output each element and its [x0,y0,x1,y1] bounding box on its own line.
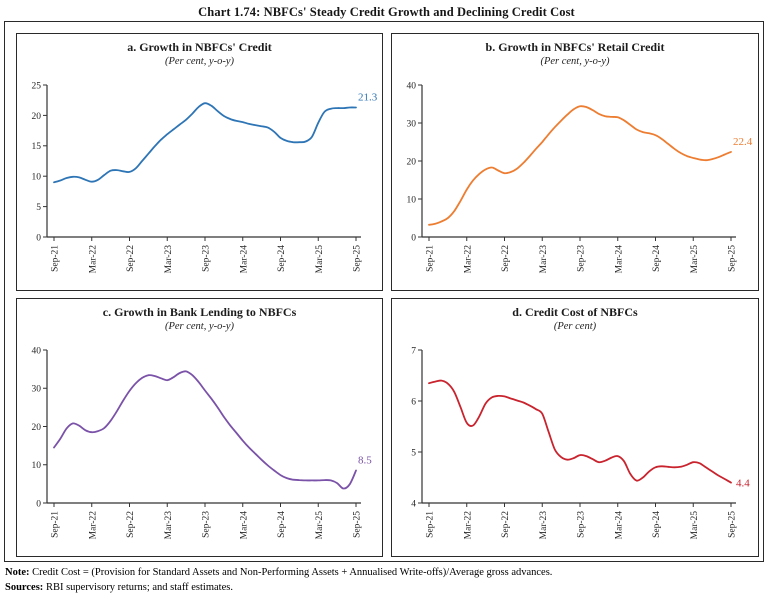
svg-text:0: 0 [36,499,41,509]
sources-text: RBI supervisory returns; and staff estim… [43,582,233,593]
panel-title: c. Growth in Bank Lending to NBFCs [102,305,297,319]
svg-text:Mar-23: Mar-23 [539,245,549,274]
panel-subtitle: (Per cent) [553,321,597,332]
svg-text:8.5: 8.5 [358,454,372,466]
svg-text:Mar-24: Mar-24 [614,511,624,540]
svg-text:Mar-25: Mar-25 [690,245,700,274]
svg-text:Sep-21: Sep-21 [50,511,60,538]
panel-subtitle: (Per cent, y-o-y) [164,56,235,67]
svg-text:4: 4 [411,499,416,509]
svg-text:4.4: 4.4 [736,478,750,490]
svg-text:Sep-23: Sep-23 [577,245,587,272]
line-chart-retail-credit: 0 10 20 30 40 Sep-21 Mar-22 Sep-22 Mar-23 Sep-23 M… [407,81,753,274]
svg-text:10: 10 [407,195,417,205]
footnote-text: Credit Cost = (Provision for Standard As… [29,567,553,578]
panel-title: d. Credit Cost of NBFCs [512,305,638,319]
footnote: Note: Credit Cost = (Provision for Stand… [5,567,769,578]
svg-text:Mar-24: Mar-24 [239,511,249,540]
panel-title: b. Growth in NBFCs' Retail Credit [485,40,665,54]
svg-text:5: 5 [36,203,41,213]
svg-text:Sep-24: Sep-24 [277,511,287,538]
svg-text:10: 10 [31,173,41,183]
panel-nbfc-credit-growth: a. Growth in NBFCs' Credit (Per cent, y-… [16,33,383,291]
svg-text:Mar-22: Mar-22 [463,511,473,540]
svg-text:Sep-22: Sep-22 [126,245,136,272]
svg-text:10: 10 [31,461,41,471]
svg-text:Mar-25: Mar-25 [314,511,324,540]
svg-text:Mar-22: Mar-22 [463,245,473,274]
svg-text:40: 40 [407,81,417,91]
sources-label: Sources: [5,582,44,593]
svg-text:5: 5 [411,448,416,458]
panel-retail-credit-growth: b. Growth in NBFCs' Retail Credit (Per c… [391,33,759,291]
svg-text:Sep-22: Sep-22 [501,511,511,538]
line-chart-nbfc-credit: 0 5 10 15 20 25 Sep-21 Mar-22 Sep-22 Mar-23 Sep-23… [31,81,378,274]
chart-figure-title: Chart 1.74: NBFCs' Steady Credit Growth … [198,5,575,19]
svg-text:25: 25 [31,81,41,91]
svg-text:20: 20 [407,157,417,167]
svg-text:Mar-23: Mar-23 [539,511,549,540]
panel-credit-cost: d. Credit Cost of NBFCs (Per cent) 4 5 6 7 S… [391,298,759,557]
svg-text:Sep-25: Sep-25 [728,511,738,538]
svg-text:0: 0 [411,233,416,243]
svg-text:Sep-25: Sep-25 [352,511,362,538]
svg-text:Mar-24: Mar-24 [614,245,624,274]
svg-text:20: 20 [31,112,41,122]
svg-text:22.4: 22.4 [733,136,753,148]
svg-text:Sep-24: Sep-24 [277,245,287,272]
svg-text:Sep-21: Sep-21 [50,245,60,272]
svg-text:Sep-25: Sep-25 [352,245,362,272]
svg-text:Sep-23: Sep-23 [577,511,587,538]
svg-text:Sep-21: Sep-21 [426,511,436,538]
panel-bank-lending-growth: c. Growth in Bank Lending to NBFCs (Per … [16,298,383,557]
line-chart-credit-cost: 4 5 6 7 Sep-21 Mar-22 Sep-22 Mar-23 Sep-23 Mar-24… [411,346,750,540]
svg-text:6: 6 [411,397,416,407]
panel-title: a. Growth in NBFCs' Credit [127,40,272,54]
svg-text:15: 15 [31,142,41,152]
svg-text:Mar-24: Mar-24 [239,245,249,274]
svg-text:Sep-22: Sep-22 [126,511,136,538]
svg-text:Sep-23: Sep-23 [201,245,211,272]
svg-text:Sep-23: Sep-23 [201,511,211,538]
chart-outer-frame: a. Growth in NBFCs' Credit (Per cent, y-… [4,21,764,562]
svg-text:21.3: 21.3 [358,91,378,103]
svg-text:20: 20 [31,423,41,433]
svg-text:Sep-21: Sep-21 [426,245,436,272]
panel-subtitle: (Per cent, y-o-y) [540,56,610,67]
svg-text:Mar-25: Mar-25 [690,511,700,540]
svg-text:Mar-23: Mar-23 [163,245,173,274]
sources-note: Sources: RBI supervisory returns; and st… [5,582,769,593]
svg-text:Mar-23: Mar-23 [163,511,173,540]
panel-subtitle: (Per cent, y-o-y) [164,321,235,332]
svg-text:Mar-25: Mar-25 [314,245,324,274]
svg-text:Mar-22: Mar-22 [88,511,98,540]
svg-text:30: 30 [407,119,417,129]
svg-text:Sep-25: Sep-25 [728,245,738,272]
svg-text:Mar-22: Mar-22 [88,245,98,274]
svg-text:30: 30 [31,385,41,395]
svg-text:0: 0 [36,233,41,243]
svg-text:Sep-24: Sep-24 [652,511,662,538]
svg-text:40: 40 [31,346,41,356]
svg-text:Sep-24: Sep-24 [652,245,662,272]
line-chart-bank-lending: 0 10 20 30 40 Sep-21 Mar-22 Sep-22 Mar-23 Sep-23 M… [31,346,372,540]
svg-text:Sep-22: Sep-22 [501,245,511,272]
svg-text:7: 7 [411,346,416,356]
footnote-label: Note: [5,567,30,578]
